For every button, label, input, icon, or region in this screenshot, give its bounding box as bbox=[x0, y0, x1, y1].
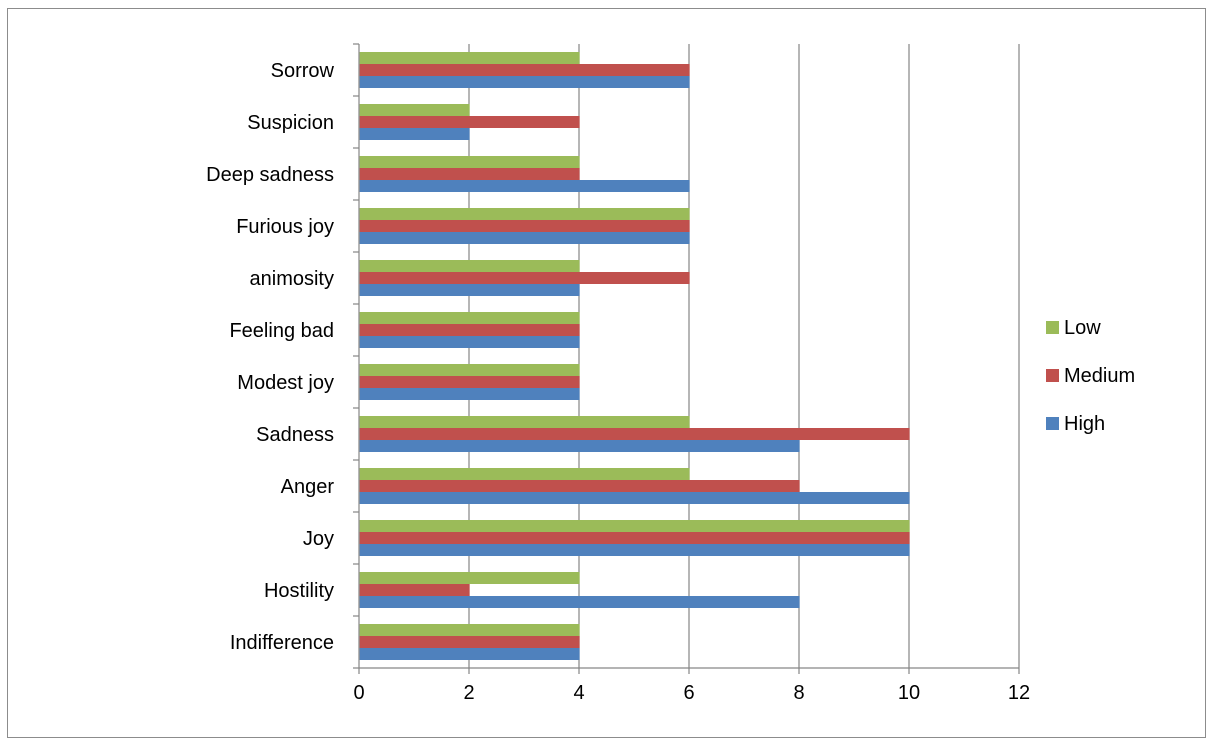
x-tick-label: 0 bbox=[353, 682, 364, 704]
bar-medium-3 bbox=[359, 480, 800, 492]
axes bbox=[353, 43, 1020, 674]
bars bbox=[359, 52, 910, 660]
bar-medium-10 bbox=[359, 116, 580, 128]
bar-high-7 bbox=[359, 284, 580, 296]
bar-medium-6 bbox=[359, 324, 580, 336]
category-label: animosity bbox=[250, 268, 334, 290]
legend-swatch-low bbox=[1046, 321, 1059, 334]
x-tick-label: 6 bbox=[683, 682, 694, 704]
legend-swatch-medium bbox=[1046, 369, 1059, 382]
bar-high-1 bbox=[359, 596, 800, 608]
category-label: Suspicion bbox=[247, 112, 334, 134]
bar-low-9 bbox=[359, 156, 580, 168]
bar-medium-4 bbox=[359, 428, 910, 440]
category-label: Indifference bbox=[230, 632, 334, 654]
bar-medium-7 bbox=[359, 272, 690, 284]
bar-low-3 bbox=[359, 468, 690, 480]
bar-high-3 bbox=[359, 492, 910, 504]
legend-label-low: Low bbox=[1064, 317, 1101, 339]
gridlines bbox=[468, 44, 1020, 668]
bar-low-5 bbox=[359, 364, 580, 376]
chart-frame bbox=[7, 8, 1206, 738]
x-tick-label: 12 bbox=[1008, 682, 1030, 704]
bar-low-7 bbox=[359, 260, 580, 272]
category-label: Sadness bbox=[256, 424, 334, 446]
bar-low-10 bbox=[359, 104, 470, 116]
x-tick-label: 8 bbox=[793, 682, 804, 704]
bar-low-4 bbox=[359, 416, 690, 428]
category-label: Joy bbox=[303, 528, 334, 550]
bar-medium-0 bbox=[359, 636, 580, 648]
bar-medium-9 bbox=[359, 168, 580, 180]
bar-medium-1 bbox=[359, 584, 470, 596]
category-label: Sorrow bbox=[271, 60, 335, 82]
x-tick-label: 2 bbox=[463, 682, 474, 704]
bar-medium-8 bbox=[359, 220, 690, 232]
bar-high-2 bbox=[359, 544, 910, 556]
bar-low-0 bbox=[359, 624, 580, 636]
bar-low-11 bbox=[359, 52, 580, 64]
category-label: Anger bbox=[281, 476, 335, 498]
bar-medium-2 bbox=[359, 532, 910, 544]
bar-low-6 bbox=[359, 312, 580, 324]
bar-high-0 bbox=[359, 648, 580, 660]
bar-high-10 bbox=[359, 128, 470, 140]
x-tick-label: 4 bbox=[573, 682, 584, 704]
category-label: Furious joy bbox=[236, 216, 334, 238]
category-label: Feeling bad bbox=[229, 320, 334, 342]
bar-high-5 bbox=[359, 388, 580, 400]
bar-high-9 bbox=[359, 180, 690, 192]
bar-high-8 bbox=[359, 232, 690, 244]
bar-high-6 bbox=[359, 336, 580, 348]
x-tick-label: 10 bbox=[898, 682, 920, 704]
labels: 0 2 4 6 8 10 12 Indifference Hostility Joy Anger Sa… bbox=[206, 60, 1030, 704]
bar-low-2 bbox=[359, 520, 910, 532]
category-label: Hostility bbox=[264, 580, 334, 602]
legend-label-medium: Medium bbox=[1064, 365, 1135, 387]
bar-low-8 bbox=[359, 208, 690, 220]
bar-low-1 bbox=[359, 572, 580, 584]
bar-high-4 bbox=[359, 440, 800, 452]
bar-high-11 bbox=[359, 76, 690, 88]
category-label: Deep sadness bbox=[206, 164, 334, 186]
bar-medium-11 bbox=[359, 64, 690, 76]
bar-medium-5 bbox=[359, 376, 580, 388]
legend: Low Medium High bbox=[1046, 317, 1135, 435]
legend-swatch-high bbox=[1046, 417, 1059, 430]
legend-label-high: High bbox=[1064, 413, 1105, 435]
category-label: Modest joy bbox=[237, 372, 334, 394]
